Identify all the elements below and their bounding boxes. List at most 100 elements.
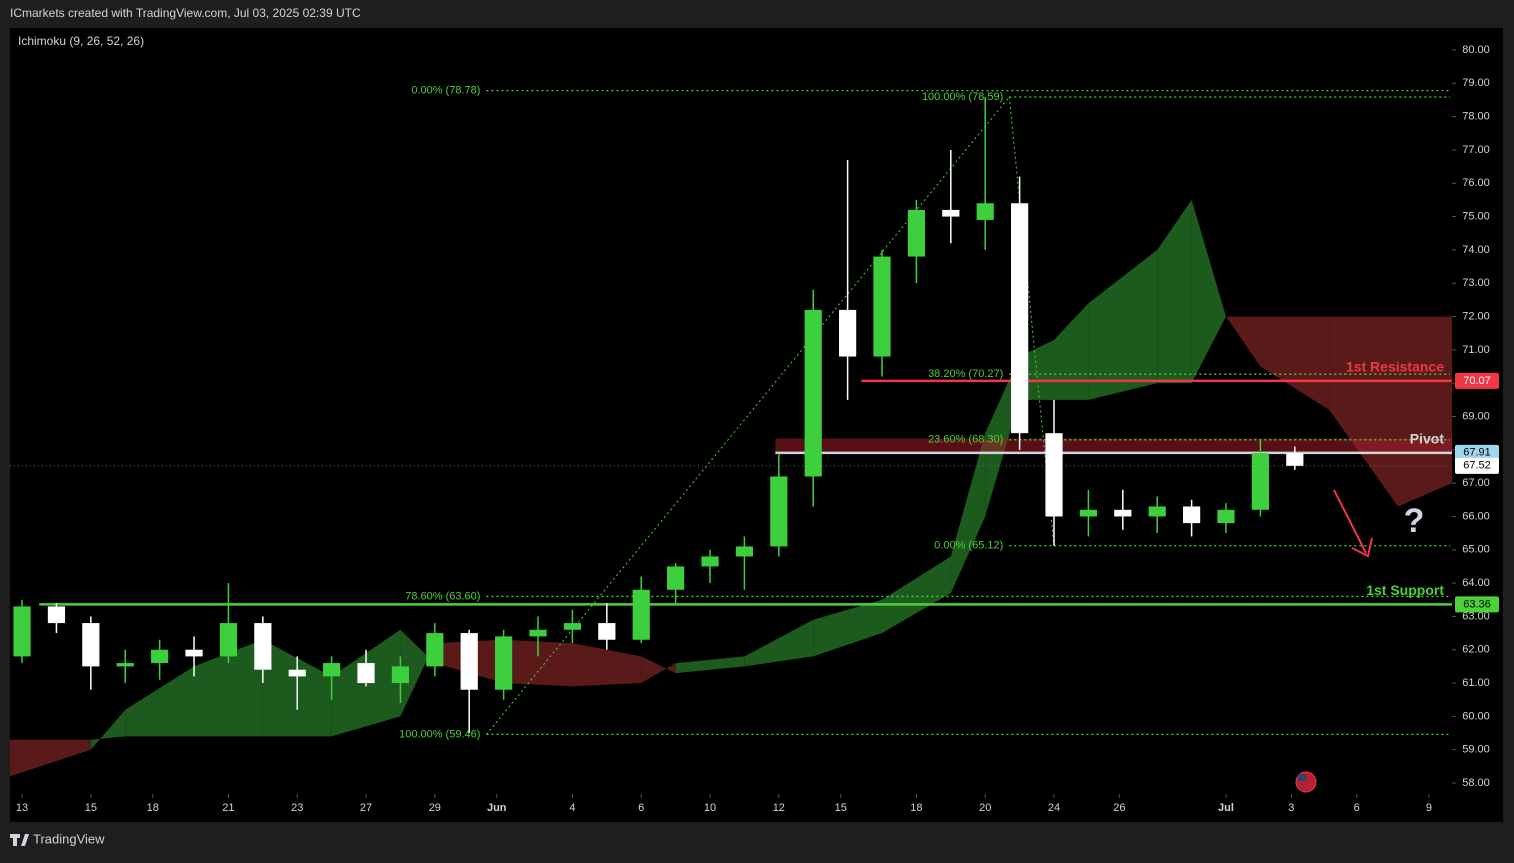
cloud-segment [744, 619, 814, 667]
indicator-label: Ichimoku (9, 26, 52, 26) [18, 34, 144, 48]
y-tick-label: 67.00 [1462, 477, 1490, 489]
candle-body [942, 209, 960, 217]
y-tick-label: 79.00 [1462, 77, 1490, 89]
y-tick-label: 75.00 [1462, 210, 1490, 222]
question-mark: ? [1404, 502, 1425, 540]
x-tick-label: 24 [1048, 802, 1060, 814]
x-tick-label: 18 [910, 802, 922, 814]
candle-body [976, 203, 994, 220]
pivot-zone [775, 438, 1452, 453]
x-tick-label: 20 [979, 802, 991, 814]
x-tick-label: 23 [291, 802, 303, 814]
cloud-segment [813, 599, 883, 657]
cloud-segment [1088, 249, 1158, 400]
candle-body [254, 623, 272, 670]
footer-brand: TradingView [33, 831, 105, 846]
candle-body [391, 666, 410, 684]
fib-label: 0.00% (78.78) [411, 85, 480, 97]
cloud-segment [1054, 303, 1089, 400]
price-box-label: 67.52 [1463, 460, 1491, 472]
candle-body [1286, 453, 1304, 466]
y-tick-label: 73.00 [1462, 277, 1490, 289]
x-tick-label: 29 [429, 802, 441, 814]
key-level-label: Pivot [1410, 431, 1445, 447]
arrow [1333, 489, 1367, 554]
cloud-segment [125, 666, 195, 737]
cloud-segment [1191, 199, 1226, 384]
header-title: ICmarkets created with TradingView.com, … [10, 6, 361, 20]
cloud-segment [572, 643, 642, 687]
cloud-segment [950, 433, 986, 594]
x-tick-label: 4 [569, 802, 575, 814]
y-tick-label: 69.00 [1462, 410, 1490, 422]
x-tick-label: 15 [835, 802, 847, 814]
price-box-label: 70.07 [1463, 375, 1491, 387]
cloud-segment [1329, 316, 1398, 507]
tv-logo [10, 834, 29, 846]
y-tick-label: 59.00 [1462, 744, 1490, 756]
candle-body [598, 623, 616, 640]
candle-body [1114, 509, 1132, 517]
candle-body [357, 663, 375, 684]
x-tick-label: 9 [1426, 802, 1432, 814]
cloud-segment [1260, 316, 1330, 410]
fib-label: 38.20% (70.27) [928, 368, 1003, 380]
flag-icon [1295, 771, 1317, 793]
y-tick-label: 60.00 [1462, 710, 1490, 722]
price-box-label: 67.91 [1463, 447, 1491, 459]
fib-label: 100.00% (78.59) [922, 91, 1003, 103]
y-tick-label: 61.00 [1462, 677, 1490, 689]
cloud-segment [1157, 199, 1192, 384]
key-level-label: 1st Resistance [1346, 359, 1444, 375]
cloud-segment [90, 709, 126, 750]
arrow-head [1351, 537, 1373, 558]
y-tick-label: 76.00 [1462, 177, 1490, 189]
y-tick-label: 63.00 [1462, 610, 1490, 622]
candle-body [1079, 509, 1098, 517]
candle-body [1148, 506, 1166, 517]
price-box-label: 63.36 [1463, 598, 1491, 610]
candle-body [82, 623, 100, 667]
x-tick-label: 27 [360, 802, 372, 814]
x-tick-label: 3 [1288, 802, 1294, 814]
candle-body [323, 663, 341, 677]
x-tick-label: 12 [773, 802, 785, 814]
y-tick-label: 72.00 [1462, 310, 1490, 322]
candle-body [1045, 433, 1063, 517]
candle-body [1011, 203, 1029, 434]
x-tick-label: 15 [85, 802, 97, 814]
y-tick-label: 78.00 [1462, 111, 1490, 123]
candle-body [563, 623, 582, 630]
cloud-segment [882, 556, 951, 634]
y-tick-label: 71.00 [1462, 344, 1490, 356]
candle-body [460, 633, 478, 690]
candle-body [495, 636, 513, 690]
candle-body [1183, 506, 1201, 524]
candle-body [735, 546, 754, 557]
candle-body [873, 256, 891, 357]
y-tick-label: 66.00 [1462, 510, 1490, 522]
candle-body [529, 629, 547, 637]
cloud-segment [641, 656, 676, 684]
price-box [1455, 596, 1499, 613]
x-tick-label: 21 [222, 802, 234, 814]
cloud-segment [1225, 316, 1261, 367]
y-tick-label: 77.00 [1462, 144, 1490, 156]
x-tick-label: 6 [1354, 802, 1360, 814]
x-tick-label: 13 [16, 802, 28, 814]
candle-body [1217, 509, 1235, 524]
candle-body [47, 606, 66, 624]
price-box [1455, 444, 1499, 461]
x-tick-label: Jun [487, 802, 507, 814]
candle-body [13, 606, 31, 657]
candle-body [116, 663, 134, 667]
cloud-segment [1397, 316, 1452, 507]
key-level-label: 1st Support [1366, 582, 1444, 598]
x-tick-label: 6 [638, 802, 644, 814]
cloud-segment [400, 629, 435, 717]
candle-body [185, 649, 203, 657]
y-tick-label: 62.00 [1462, 644, 1490, 656]
y-tick-label: 65.00 [1462, 544, 1490, 556]
fib-label: 78.60% (63.60) [405, 590, 480, 602]
